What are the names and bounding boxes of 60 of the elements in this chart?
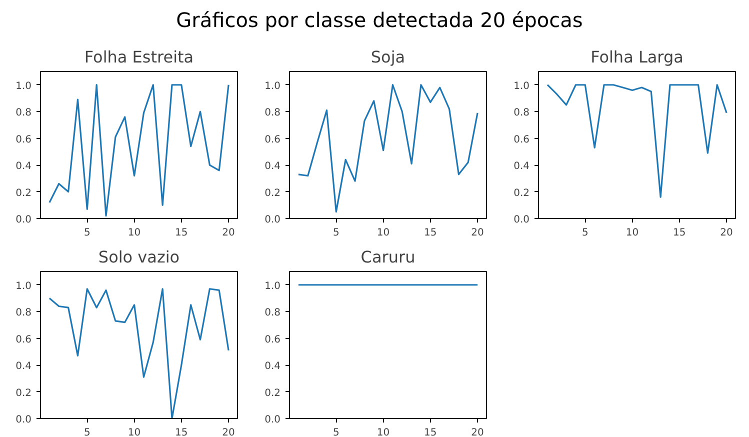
y-tick-label: 0.6 xyxy=(16,334,32,346)
x-tick-label: 20 xyxy=(222,228,235,238)
x-tick-label: 15 xyxy=(175,428,188,437)
chart-title: Solo vazio xyxy=(98,248,180,266)
x-tick-label: 5 xyxy=(332,228,340,238)
y-tick-label: 0.0 xyxy=(514,214,530,226)
y-tick-label: 1.0 xyxy=(16,280,32,292)
x-tick-label: 5 xyxy=(84,228,90,238)
chart-title: Soja xyxy=(370,48,406,66)
chart-title: Caruru xyxy=(360,248,416,266)
x-tick-label: 10 xyxy=(376,428,390,437)
x-tick-label: 20 xyxy=(471,228,484,238)
y-tick-label: 0.6 xyxy=(264,334,281,346)
y-tick-label: 0.6 xyxy=(264,134,281,146)
x-tick-label: 10 xyxy=(128,228,141,238)
y-tick-label: 0.0 xyxy=(264,414,281,426)
y-tick-label: 0.8 xyxy=(264,308,281,319)
y-tick-label: 1.0 xyxy=(264,80,281,92)
x-tick-label: 10 xyxy=(128,428,141,437)
y-tick-label: 0.4 xyxy=(16,361,32,372)
line-series xyxy=(48,84,230,217)
y-tick-label: 0.8 xyxy=(264,108,281,119)
chart-title: Folha Larga xyxy=(590,48,684,66)
y-tick-label: 0.0 xyxy=(264,214,281,226)
y-tick-label: 0.8 xyxy=(16,308,32,319)
x-tick-label: 20 xyxy=(471,428,484,437)
y-tick-label: 0.6 xyxy=(16,134,32,146)
x-tick-label: 20 xyxy=(720,228,733,238)
line-series xyxy=(48,288,230,418)
y-tick-label: 0.2 xyxy=(514,188,530,199)
y-tick-label: 0.0 xyxy=(16,214,32,226)
y-tick-label: 0.4 xyxy=(514,161,530,172)
x-tick-label: 10 xyxy=(626,228,639,238)
line-series xyxy=(546,84,728,198)
y-tick-label: 0.0 xyxy=(16,414,32,426)
x-tick-label: 5 xyxy=(582,228,588,238)
x-tick-label: 15 xyxy=(175,228,188,238)
y-tick-label: 1.0 xyxy=(514,80,530,92)
y-tick-label: 0.6 xyxy=(514,134,530,146)
x-tick-label: 15 xyxy=(424,228,437,238)
x-tick-label: 15 xyxy=(424,428,437,437)
y-tick-label: 0.8 xyxy=(514,108,530,119)
x-tick-label: 20 xyxy=(222,428,235,437)
x-tick-label: 5 xyxy=(332,428,340,437)
x-tick-label: 10 xyxy=(376,228,390,238)
y-tick-label: 0.2 xyxy=(264,188,281,199)
chart-title: Folha Estreita xyxy=(84,48,194,66)
y-tick-label: 0.8 xyxy=(16,108,32,119)
y-tick-label: 0.2 xyxy=(264,388,281,399)
text: Gráficos por classe detectada 20 épocas xyxy=(176,7,583,34)
line-series xyxy=(298,84,478,213)
x-tick-label: 5 xyxy=(84,428,90,437)
y-tick-label: 0.4 xyxy=(264,161,281,172)
y-tick-label: 0.4 xyxy=(264,361,281,372)
y-tick-label: 0.2 xyxy=(16,188,32,199)
y-tick-label: 1.0 xyxy=(16,80,32,92)
y-tick-label: 0.4 xyxy=(16,161,32,172)
y-tick-label: 0.2 xyxy=(16,388,32,399)
y-tick-label: 1.0 xyxy=(264,280,281,292)
x-tick-label: 15 xyxy=(673,228,686,238)
